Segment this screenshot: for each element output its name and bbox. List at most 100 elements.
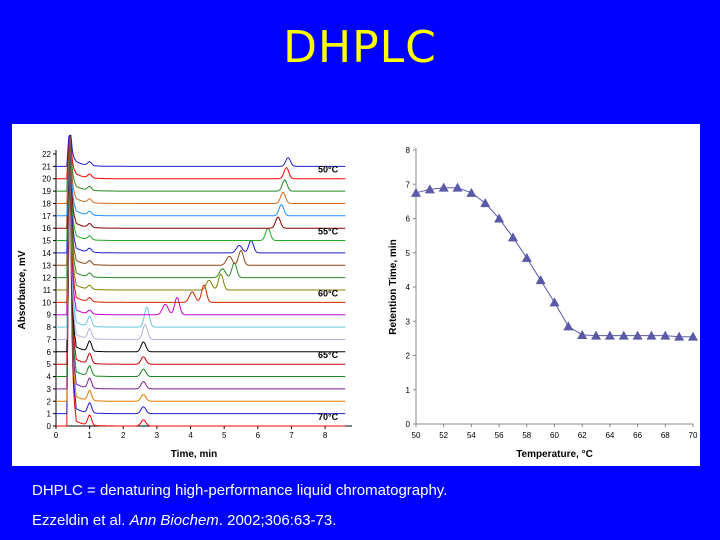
y-tick-label: 5 bbox=[406, 249, 411, 258]
y-tick-label: 14 bbox=[42, 249, 51, 258]
data-point-marker bbox=[563, 321, 574, 331]
data-point-marker bbox=[604, 330, 615, 340]
y-axis-label: Absorbance, mV bbox=[17, 250, 28, 329]
data-point-marker bbox=[411, 187, 421, 197]
chromatogram-trace bbox=[56, 135, 346, 229]
reference-authors: Ezzeldin et al. bbox=[32, 512, 130, 529]
y-tick-label: 4 bbox=[47, 373, 52, 382]
y-tick-label: 3 bbox=[47, 385, 52, 394]
chromatogram-trace bbox=[56, 135, 346, 167]
chromatogram-trace bbox=[56, 135, 346, 377]
y-tick-label: 7 bbox=[47, 335, 52, 344]
x-tick-label: 3 bbox=[155, 431, 160, 440]
y-tick-label: 17 bbox=[42, 212, 51, 221]
x-axis-label: Time, min bbox=[171, 449, 218, 460]
y-tick-label: 0 bbox=[47, 422, 52, 431]
chromatogram-trace bbox=[56, 135, 346, 192]
chromatogram-trace bbox=[56, 135, 346, 254]
y-tick-label: 1 bbox=[406, 386, 411, 395]
data-point-marker bbox=[646, 330, 657, 340]
chromatogram-trace bbox=[56, 135, 346, 266]
data-point-marker bbox=[466, 187, 477, 197]
temperature-label: 65°C bbox=[318, 350, 339, 360]
chromatogram-trace bbox=[56, 133, 346, 217]
caption-definition: DHPLC = denaturing high-performance liqu… bbox=[32, 482, 448, 499]
y-axis-label: Retention Time, min bbox=[388, 239, 399, 334]
x-tick-label: 52 bbox=[439, 431, 448, 440]
y-tick-label: 10 bbox=[42, 298, 51, 307]
x-tick-label: 5 bbox=[222, 431, 227, 440]
data-point-marker bbox=[618, 330, 629, 340]
chromatogram-trace bbox=[56, 135, 346, 316]
data-point-marker bbox=[549, 297, 560, 307]
slide-title: DHPLC bbox=[283, 22, 437, 73]
y-tick-label: 4 bbox=[406, 283, 411, 292]
y-tick-label: 3 bbox=[406, 317, 411, 326]
y-tick-label: 20 bbox=[42, 175, 51, 184]
chromatogram-trace bbox=[56, 135, 346, 340]
y-tick-label: 21 bbox=[42, 162, 51, 171]
y-tick-label: 9 bbox=[47, 311, 52, 320]
y-tick-label: 11 bbox=[43, 286, 52, 295]
data-point-marker bbox=[521, 252, 532, 262]
y-tick-label: 5 bbox=[47, 360, 52, 369]
y-tick-label: 0 bbox=[406, 420, 411, 429]
retention-curve-line bbox=[415, 187, 693, 338]
chromatogram-trace bbox=[56, 135, 346, 365]
data-point-marker bbox=[452, 182, 463, 192]
chromatogram-trace bbox=[56, 135, 346, 204]
x-axis-label: Temperature, °C bbox=[516, 449, 593, 460]
caption-reference: Ezzeldin et al. Ann Biochem. 2002;306:63… bbox=[32, 512, 336, 529]
x-tick-label: 60 bbox=[550, 431, 559, 440]
data-point-marker bbox=[535, 275, 546, 285]
y-tick-label: 18 bbox=[42, 199, 51, 208]
y-tick-label: 19 bbox=[42, 187, 51, 196]
x-tick-label: 64 bbox=[605, 431, 614, 440]
x-tick-label: 7 bbox=[289, 431, 294, 440]
data-point-marker bbox=[688, 331, 698, 341]
data-point-marker bbox=[494, 213, 505, 223]
x-tick-label: 70 bbox=[689, 431, 698, 440]
temperature-label: 60°C bbox=[318, 288, 339, 298]
chromatogram-trace bbox=[56, 135, 346, 279]
y-tick-label: 8 bbox=[47, 323, 52, 332]
x-tick-label: 6 bbox=[256, 431, 261, 440]
x-tick-label: 0 bbox=[54, 431, 59, 440]
chromatogram-trace bbox=[56, 135, 346, 241]
x-tick-label: 68 bbox=[661, 431, 670, 440]
x-tick-label: 56 bbox=[495, 431, 504, 440]
chromatogram-trace bbox=[56, 135, 346, 291]
temperature-label: 50°C bbox=[318, 165, 339, 175]
data-point-marker bbox=[660, 330, 671, 340]
x-tick-label: 66 bbox=[633, 431, 642, 440]
chromatogram-trace bbox=[56, 135, 346, 180]
data-point-marker bbox=[632, 330, 643, 340]
reference-journal: Ann Biochem bbox=[129, 512, 219, 529]
x-tick-label: 62 bbox=[578, 431, 587, 440]
reference-details: . 2002;306:63-73. bbox=[218, 512, 337, 529]
chromatogram-trace bbox=[56, 135, 346, 415]
x-tick-label: 58 bbox=[522, 431, 531, 440]
x-tick-label: 4 bbox=[188, 431, 193, 440]
chromatogram-trace bbox=[56, 135, 346, 427]
y-tick-label: 6 bbox=[47, 348, 52, 357]
data-point-marker bbox=[424, 184, 435, 194]
chromatogram-trace bbox=[56, 135, 346, 328]
y-tick-label: 1 bbox=[47, 410, 52, 419]
chromatogram-trace bbox=[56, 135, 346, 402]
chromatogram-trace bbox=[56, 135, 346, 303]
temperature-label: 55°C bbox=[318, 227, 339, 237]
y-tick-label: 13 bbox=[42, 261, 51, 270]
x-tick-label: 50 bbox=[412, 431, 421, 440]
x-tick-label: 2 bbox=[121, 431, 126, 440]
chromatogram-trace bbox=[56, 135, 346, 390]
y-tick-label: 15 bbox=[42, 237, 51, 246]
chromatogram-trace bbox=[56, 135, 346, 353]
data-point-marker bbox=[591, 330, 602, 340]
y-tick-label: 7 bbox=[406, 180, 411, 189]
data-point-marker bbox=[674, 331, 685, 341]
y-tick-label: 22 bbox=[42, 150, 51, 159]
data-point-marker bbox=[507, 232, 518, 242]
